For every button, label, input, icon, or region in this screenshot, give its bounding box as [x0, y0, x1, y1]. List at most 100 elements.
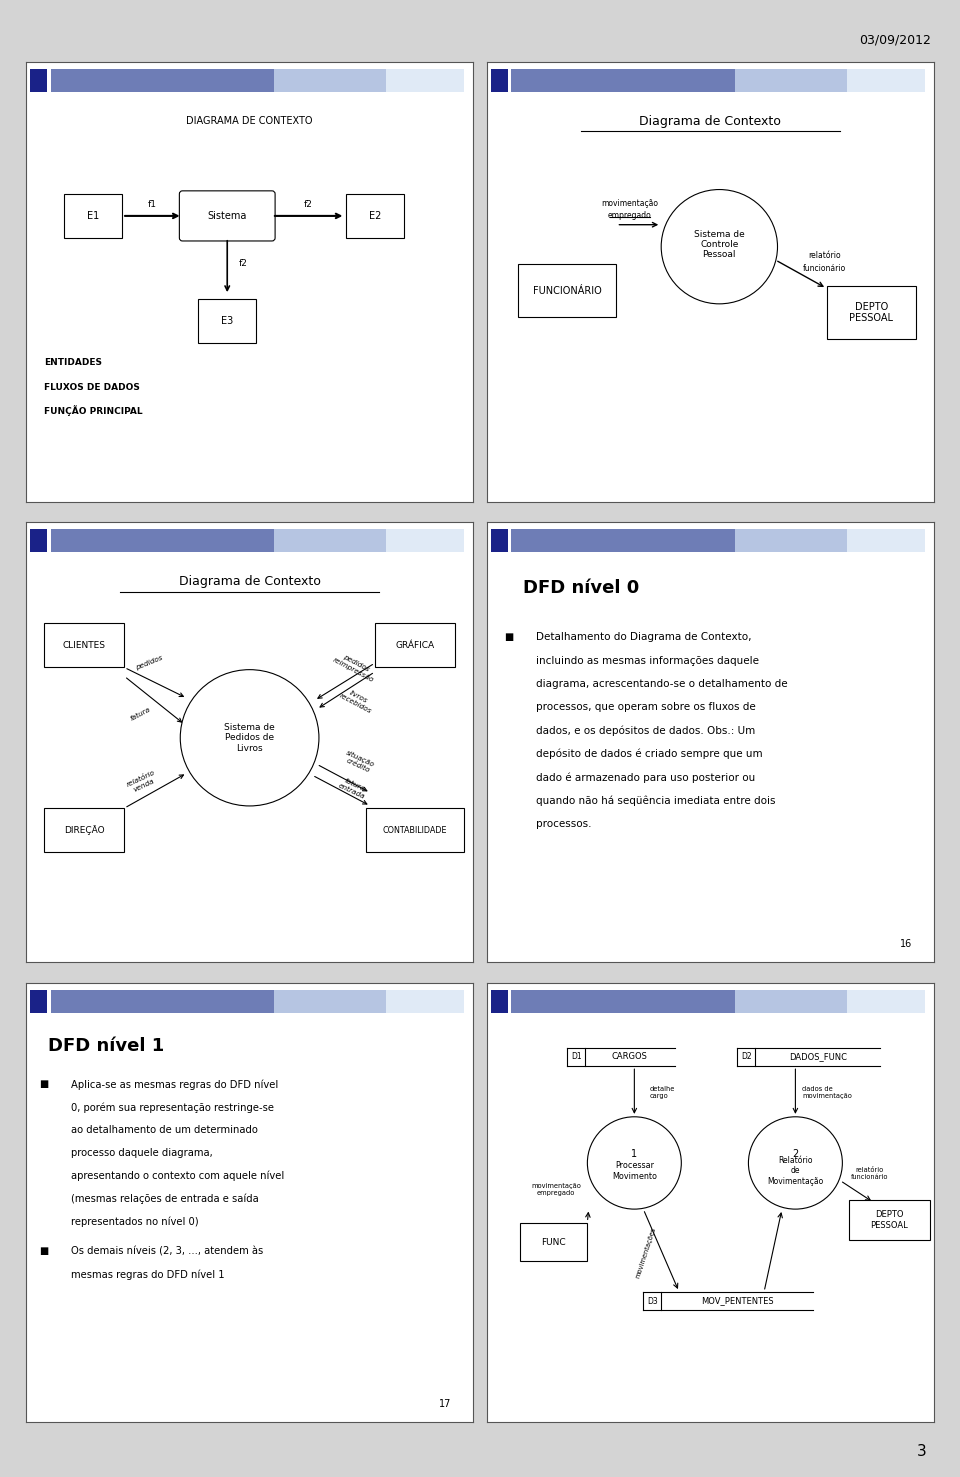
- Text: DEPTO
PESSOAL: DEPTO PESSOAL: [871, 1211, 908, 1230]
- Bar: [518, 264, 616, 318]
- Text: f1: f1: [148, 199, 156, 210]
- Bar: [847, 529, 925, 552]
- Text: D2: D2: [741, 1053, 752, 1062]
- Text: relatório: relatório: [808, 251, 841, 260]
- Text: processo daquele diagrama,: processo daquele diagrama,: [71, 1148, 212, 1158]
- Text: f2: f2: [238, 260, 248, 269]
- Text: D1: D1: [571, 1053, 582, 1062]
- Bar: [374, 623, 455, 668]
- Bar: [44, 623, 125, 668]
- Text: movimentação: movimentação: [601, 199, 659, 208]
- Bar: [198, 300, 256, 344]
- Text: incluindo as mesmas informações daquele: incluindo as mesmas informações daquele: [536, 656, 759, 666]
- Bar: [849, 1201, 929, 1239]
- Text: Os demais níveis (2, 3, ..., atendem às: Os demais níveis (2, 3, ..., atendem às: [71, 1247, 263, 1257]
- Text: relatório
funcionário: relatório funcionário: [851, 1167, 888, 1180]
- Text: MOV_PENTENTES: MOV_PENTENTES: [701, 1297, 774, 1306]
- Text: dados de
movimentação: dados de movimentação: [803, 1086, 852, 1099]
- Bar: [735, 529, 847, 552]
- Bar: [51, 529, 275, 552]
- Bar: [492, 990, 508, 1013]
- Text: 1: 1: [632, 1149, 637, 1159]
- Bar: [366, 808, 465, 852]
- Text: E1: E1: [87, 211, 99, 222]
- Bar: [512, 529, 735, 552]
- Text: movimentações: movimentações: [635, 1227, 657, 1279]
- Text: livros
recebidos: livros recebidos: [338, 687, 375, 715]
- Text: FLUXOS DE DADOS: FLUXOS DE DADOS: [44, 383, 140, 391]
- Text: DFD nível 1: DFD nível 1: [48, 1037, 164, 1056]
- Bar: [827, 287, 916, 340]
- Text: Aplica-se as mesmas regras do DFD nível: Aplica-se as mesmas regras do DFD nível: [71, 1080, 277, 1090]
- Text: diagrama, acrescentando-se o detalhamento de: diagrama, acrescentando-se o detalhament…: [536, 679, 787, 688]
- Text: Sistema de
Controle
Pessoal: Sistema de Controle Pessoal: [694, 229, 745, 260]
- Bar: [31, 69, 47, 92]
- Text: apresentando o contexto com aquele nível: apresentando o contexto com aquele nível: [71, 1171, 284, 1182]
- Text: (mesmas relações de entrada e saída: (mesmas relações de entrada e saída: [71, 1193, 258, 1204]
- Text: dados, e os depósitos de dados. Obs.: Um: dados, e os depósitos de dados. Obs.: Um: [536, 725, 756, 736]
- Text: processos, que operam sobre os fluxos de: processos, que operam sobre os fluxos de: [536, 702, 756, 712]
- Bar: [386, 69, 465, 92]
- Text: relatório
venda: relatório venda: [126, 770, 159, 795]
- Text: Detalhamento do Diagrama de Contexto,: Detalhamento do Diagrama de Contexto,: [536, 632, 752, 642]
- Text: DIAGRAMA DE CONTEXTO: DIAGRAMA DE CONTEXTO: [186, 117, 313, 127]
- Bar: [386, 529, 465, 552]
- Text: processos.: processos.: [536, 818, 591, 829]
- Text: funcionário: funcionário: [803, 264, 846, 273]
- Bar: [847, 69, 925, 92]
- Bar: [275, 990, 386, 1013]
- Bar: [51, 990, 275, 1013]
- Bar: [735, 69, 847, 92]
- Bar: [386, 990, 465, 1013]
- Text: 16: 16: [900, 939, 912, 948]
- Text: Relatório
de
Movimentação: Relatório de Movimentação: [767, 1156, 824, 1186]
- Text: mesmas regras do DFD nível 1: mesmas regras do DFD nível 1: [71, 1269, 225, 1281]
- Text: DFD nível 0: DFD nível 0: [522, 579, 638, 597]
- Text: ■: ■: [39, 1247, 49, 1257]
- Text: Sistema: Sistema: [207, 211, 247, 222]
- Text: 0, porém sua representação restringe-se: 0, porém sua representação restringe-se: [71, 1102, 274, 1112]
- Text: CONTABILIDADE: CONTABILIDADE: [383, 826, 447, 835]
- Text: 3: 3: [917, 1445, 926, 1459]
- Text: pedidos: pedidos: [134, 654, 163, 671]
- Bar: [512, 69, 735, 92]
- Bar: [275, 529, 386, 552]
- Text: DEPTO
PESSOAL: DEPTO PESSOAL: [850, 301, 894, 323]
- Bar: [847, 990, 925, 1013]
- Text: situação
crédito: situação crédito: [343, 749, 376, 774]
- Text: GRÁFICA: GRÁFICA: [396, 641, 435, 650]
- Bar: [275, 69, 386, 92]
- Text: E3: E3: [221, 316, 233, 326]
- Text: DADOS_FUNC: DADOS_FUNC: [789, 1053, 847, 1062]
- Text: quando não há seqüência imediata entre dois: quando não há seqüência imediata entre d…: [536, 796, 776, 806]
- Bar: [492, 69, 508, 92]
- Text: Diagrama de Contexto: Diagrama de Contexto: [179, 575, 321, 588]
- Text: movimentação
empregado: movimentação empregado: [531, 1183, 581, 1196]
- Bar: [512, 990, 735, 1013]
- Text: f2: f2: [303, 199, 312, 210]
- Text: DIREÇÃO: DIREÇÃO: [63, 826, 105, 835]
- Text: Sistema de
Pedidos de
Livros: Sistema de Pedidos de Livros: [225, 722, 275, 753]
- Text: FUNCIONÁRIO: FUNCIONÁRIO: [533, 285, 602, 295]
- Bar: [31, 990, 47, 1013]
- Text: FUNÇÃO PRINCIPAL: FUNÇÃO PRINCIPAL: [44, 405, 142, 415]
- Bar: [735, 990, 847, 1013]
- Bar: [44, 808, 125, 852]
- Bar: [492, 529, 508, 552]
- Text: ■: ■: [505, 632, 514, 642]
- Text: fatura
entrada: fatura entrada: [337, 777, 369, 801]
- Bar: [51, 69, 275, 92]
- Text: 03/09/2012: 03/09/2012: [859, 34, 931, 47]
- Text: ao detalhamento de um determinado: ao detalhamento de um determinado: [71, 1125, 257, 1136]
- FancyBboxPatch shape: [180, 191, 276, 241]
- Text: detalhe
cargo: detalhe cargo: [650, 1086, 676, 1099]
- Text: 2: 2: [792, 1149, 799, 1159]
- Text: FUNC: FUNC: [541, 1238, 566, 1247]
- Bar: [520, 1223, 588, 1261]
- Bar: [64, 193, 122, 238]
- Bar: [346, 193, 404, 238]
- Text: fatura: fatura: [129, 706, 151, 721]
- Text: pedidos
reimpressão: pedidos reimpressão: [331, 650, 378, 682]
- Text: CLIENTES: CLIENTES: [62, 641, 106, 650]
- Text: CARGOS: CARGOS: [612, 1053, 648, 1062]
